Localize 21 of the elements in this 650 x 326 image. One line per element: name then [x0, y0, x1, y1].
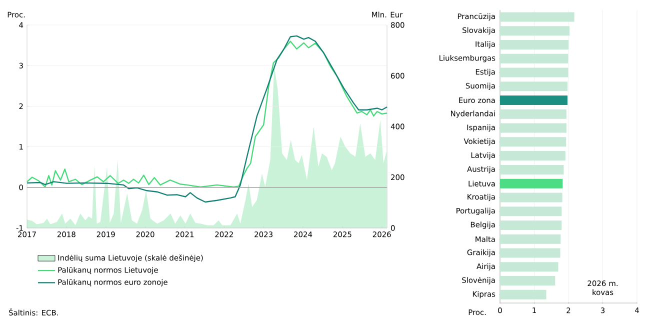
bar — [500, 123, 566, 133]
bar — [500, 68, 568, 78]
bar — [500, 137, 566, 147]
bar — [500, 248, 560, 258]
bar — [500, 82, 568, 92]
bar — [500, 151, 566, 161]
bar — [500, 164, 564, 174]
bar — [500, 40, 569, 50]
bar — [500, 109, 566, 119]
bar — [500, 234, 561, 244]
bar — [500, 192, 562, 202]
bar — [500, 276, 556, 286]
bar — [500, 262, 558, 272]
bar — [500, 206, 562, 216]
bar — [500, 12, 574, 22]
bar — [500, 290, 546, 300]
bar — [500, 26, 570, 36]
bar — [500, 178, 563, 188]
bar — [500, 54, 568, 64]
bar — [500, 96, 568, 106]
bar — [500, 220, 562, 230]
